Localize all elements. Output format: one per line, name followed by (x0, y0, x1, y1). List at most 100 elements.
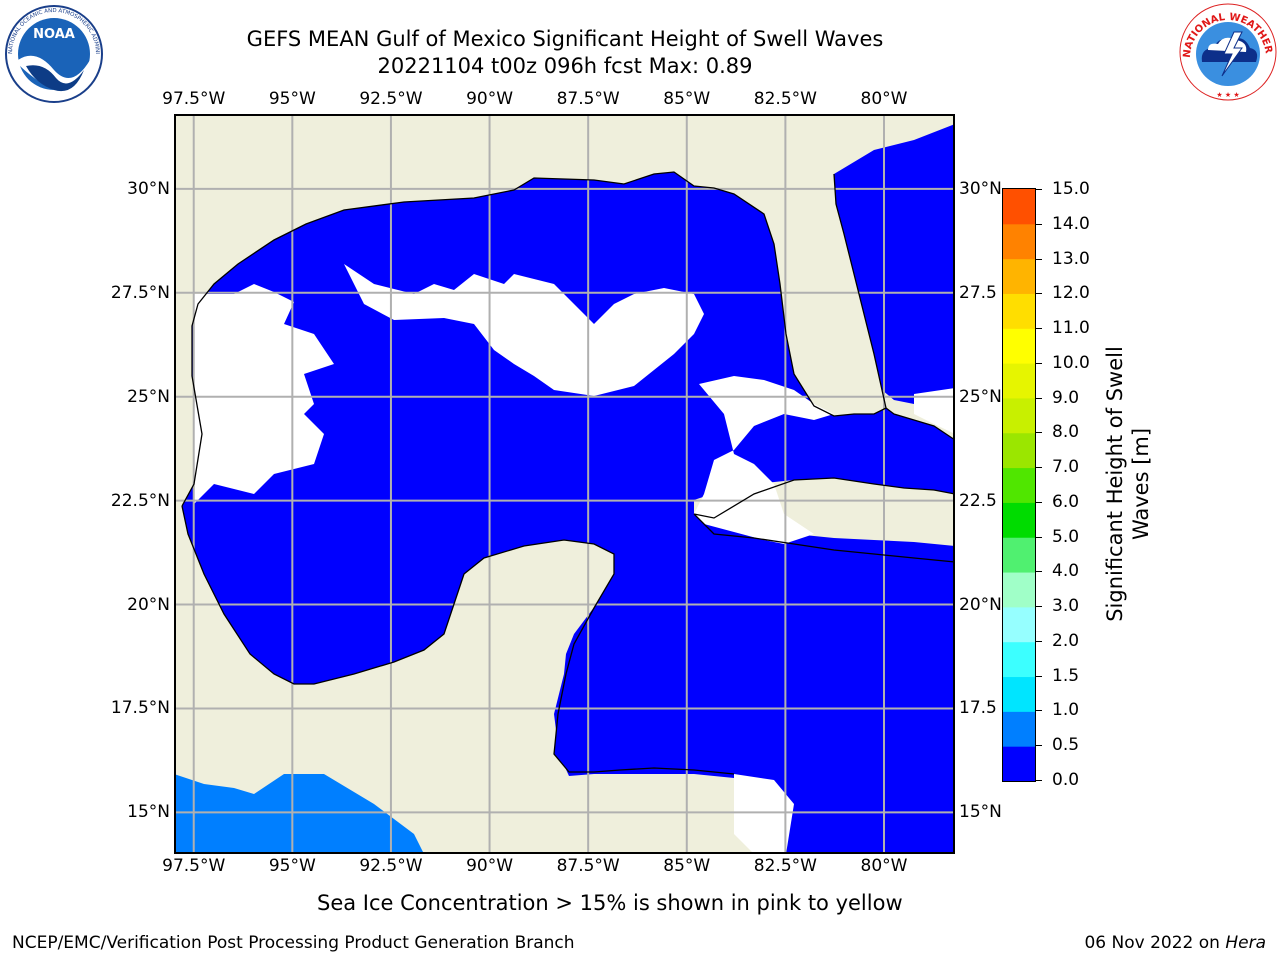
coastline-florida-east (833, 173, 887, 409)
atlantic-water (834, 124, 955, 414)
colorbar-tick-label: 4.0 (1052, 561, 1080, 582)
colorbar-label-line2: Waves [m] (1129, 427, 1153, 541)
colorbar-segment (1003, 189, 1035, 225)
colorbar-tick-mark (1035, 710, 1042, 712)
colorbar-segment (1003, 467, 1035, 503)
colorbar-tick-mark (1035, 328, 1042, 330)
lat-tick-right: 15°N (959, 802, 1002, 823)
colorbar-segment (1003, 676, 1035, 712)
lat-tick-right: 27.5 (959, 282, 997, 303)
lat-tick-right: 30°N (959, 178, 1002, 199)
lat-tick-left: 25°N (127, 386, 170, 407)
colorbar-segment (1003, 363, 1035, 399)
lon-tick-top: 80°W (860, 89, 908, 109)
map-subtitle: 20221104 t00z 096h fcst Max: 0.89 (377, 54, 753, 78)
colorbar-tick-mark (1035, 467, 1042, 469)
footer-host: Hera (1225, 933, 1266, 953)
colorbar-segment (1003, 711, 1035, 747)
colorbar-tick-label: 8.0 (1052, 422, 1080, 443)
lon-tick-top: 95°W (268, 89, 316, 109)
nodata-region (734, 774, 794, 854)
colorbar-tick-mark (1035, 432, 1042, 434)
nws-logo: NATIONAL WEATHER SERVICE ★ ★ ★ (1178, 2, 1277, 101)
colorbar-tick-mark (1035, 571, 1042, 573)
lon-tick-bottom: 97.5°W (162, 856, 226, 876)
colorbar-tick-label: 7.0 (1052, 457, 1080, 478)
colorbar-tick-label: 13.0 (1052, 248, 1090, 269)
colorbar-segment (1003, 537, 1035, 573)
colorbar-label-line1: Significant Height of Swell (1103, 346, 1127, 622)
colorbar-tick-label: 5.0 (1052, 526, 1080, 547)
lat-tick-left: 27.5°N (110, 282, 170, 303)
colorbar-segment (1003, 223, 1035, 260)
lon-tick-bottom: 95°W (268, 856, 316, 876)
colorbar-tick-mark (1035, 258, 1042, 260)
coastline-yucatan (181, 505, 735, 775)
colorbar-segment (1003, 572, 1035, 608)
colorbar-tick-label: 1.5 (1052, 665, 1080, 686)
coastline (181, 171, 955, 507)
lon-tick-top: 82.5°W (753, 89, 817, 109)
gridlines (174, 114, 955, 854)
lon-tick-top: 85°W (663, 89, 711, 109)
colorbar-tick-mark (1035, 293, 1042, 295)
lon-tick-bottom: 82.5°W (753, 856, 817, 876)
colorbar-tick-mark (1035, 397, 1042, 399)
svg-text:★ ★ ★: ★ ★ ★ (1216, 91, 1239, 99)
colorbar-tick-label: 15.0 (1052, 179, 1090, 199)
colorbar-tick-mark (1035, 189, 1042, 190)
colorbar-label: Significant Height of Swell Waves [m] (1102, 346, 1154, 622)
nodata-region (914, 388, 955, 434)
nodata-region (194, 284, 334, 504)
lon-tick-top: 92.5°W (359, 89, 423, 109)
lat-tick-left: 22.5°N (110, 490, 170, 511)
colorbar-tick-mark (1035, 223, 1042, 225)
colorbar-segment (1003, 606, 1035, 643)
colorbar-tick-mark (1035, 536, 1042, 538)
colorbar-segment (1003, 293, 1035, 329)
lon-tick-bottom: 87.5°W (556, 856, 620, 876)
colorbar-segment (1003, 746, 1035, 781)
colorbar-tick-label: 9.0 (1052, 387, 1080, 408)
colorbar-tick-label: 0.0 (1052, 770, 1080, 790)
footer-branch: NCEP/EMC/Verification Post Processing Pr… (12, 933, 575, 953)
colorbar-segment (1003, 502, 1035, 538)
colorbar-tick-label: 6.0 (1052, 491, 1080, 512)
colorbar-segment (1003, 328, 1035, 364)
colorbar-tick-mark (1035, 362, 1042, 364)
colorbar-tick-label: 10.0 (1052, 352, 1090, 373)
map-border (174, 114, 955, 854)
footer-date-text: 06 Nov 2022 on (1084, 933, 1226, 953)
lat-tick-left: 17.5°N (110, 698, 170, 719)
colorbar-tick-label: 1.0 (1052, 700, 1080, 721)
nodata-region (344, 264, 704, 396)
colorbar-tick-label: 14.0 (1052, 213, 1090, 234)
lat-tick-left: 30°N (127, 178, 170, 199)
lat-tick-right: 20°N (959, 594, 1002, 615)
colorbar-segment (1003, 258, 1035, 294)
noaa-logo-text: NOAA (33, 27, 75, 42)
sea-ice-note: Sea Ice Concentration > 15% is shown in … (317, 891, 903, 915)
colorbar-tick-label: 11.0 (1052, 318, 1090, 339)
colorbar-tick-mark (1035, 606, 1042, 608)
lon-tick-bottom: 85°W (663, 856, 711, 876)
colorbar (1002, 188, 1036, 782)
lat-tick-right: 17.5 (959, 698, 997, 719)
lon-tick-bottom: 92.5°W (359, 856, 423, 876)
gulf-map-canvas (174, 114, 955, 854)
colorbar-tick-mark (1035, 780, 1042, 781)
lon-tick-top: 90°W (466, 89, 514, 109)
gulf-map (174, 114, 955, 854)
lon-tick-bottom: 90°W (466, 856, 514, 876)
lat-tick-right: 25°N (959, 386, 1002, 407)
colorbar-segment (1003, 397, 1035, 434)
lat-tick-left: 15°N (127, 802, 170, 823)
colorbar-tick-mark (1035, 675, 1042, 677)
footer-date: 06 Nov 2022 on Hera (1084, 933, 1266, 953)
colorbar-segment (1003, 432, 1035, 469)
lon-tick-top: 97.5°W (162, 89, 226, 109)
lat-tick-left: 20°N (127, 594, 170, 615)
pacific-water (174, 774, 424, 854)
nodata-region (694, 376, 834, 544)
colorbar-tick-label: 0.5 (1052, 735, 1080, 756)
